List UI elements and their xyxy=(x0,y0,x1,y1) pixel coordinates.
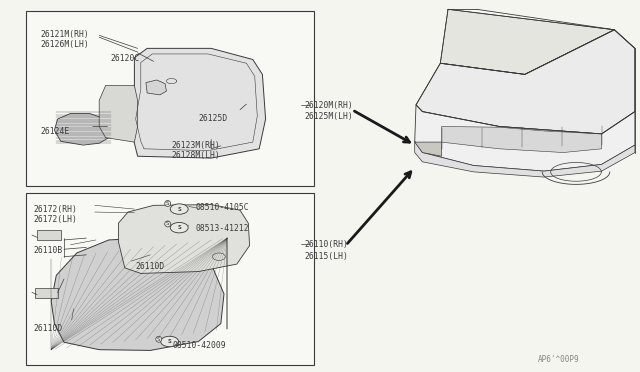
Text: S: S xyxy=(177,206,181,212)
Text: 26110D: 26110D xyxy=(136,262,165,271)
Text: 26124E: 26124E xyxy=(40,127,70,136)
Text: 26120M(RH): 26120M(RH) xyxy=(304,101,353,110)
Bar xyxy=(26,193,314,365)
Text: 26125M(LH): 26125M(LH) xyxy=(304,112,353,121)
Text: 26128M(LH): 26128M(LH) xyxy=(172,151,220,160)
Polygon shape xyxy=(415,141,635,177)
Text: 08513-41212: 08513-41212 xyxy=(195,224,249,233)
Circle shape xyxy=(170,204,188,214)
Text: 26172(RH): 26172(RH) xyxy=(34,205,78,214)
Bar xyxy=(26,11,314,186)
Text: S: S xyxy=(177,225,181,230)
Text: 26110(RH): 26110(RH) xyxy=(304,240,348,249)
Polygon shape xyxy=(54,113,112,145)
Text: 08510-4105C: 08510-4105C xyxy=(195,203,249,212)
Text: 26125D: 26125D xyxy=(198,114,228,123)
Text: S: S xyxy=(157,337,161,342)
Circle shape xyxy=(161,336,179,347)
Bar xyxy=(37,230,61,240)
Polygon shape xyxy=(415,142,442,156)
Circle shape xyxy=(212,253,225,260)
Text: 26120C: 26120C xyxy=(111,54,140,62)
Polygon shape xyxy=(146,80,166,95)
Polygon shape xyxy=(415,105,635,171)
Text: S: S xyxy=(166,201,170,206)
Text: 26172(LH): 26172(LH) xyxy=(34,215,78,224)
Polygon shape xyxy=(51,238,224,350)
Polygon shape xyxy=(99,86,138,142)
Polygon shape xyxy=(442,126,602,153)
Bar xyxy=(35,288,58,298)
Text: 26126M(LH): 26126M(LH) xyxy=(40,40,89,49)
Text: 26123M(RH): 26123M(RH) xyxy=(172,141,220,150)
Polygon shape xyxy=(118,205,250,273)
Text: 26121M(RH): 26121M(RH) xyxy=(40,30,89,39)
Text: 26115(LH): 26115(LH) xyxy=(304,251,348,260)
Polygon shape xyxy=(128,48,266,158)
Text: 26110D: 26110D xyxy=(34,324,63,333)
Text: 26110B: 26110B xyxy=(34,246,63,254)
Polygon shape xyxy=(416,30,635,134)
Text: S: S xyxy=(168,339,172,344)
Circle shape xyxy=(170,222,188,233)
Text: S: S xyxy=(166,221,170,227)
Polygon shape xyxy=(440,9,614,74)
Text: 08510-42009: 08510-42009 xyxy=(173,341,227,350)
Text: AP6'^00P9: AP6'^00P9 xyxy=(538,355,579,363)
